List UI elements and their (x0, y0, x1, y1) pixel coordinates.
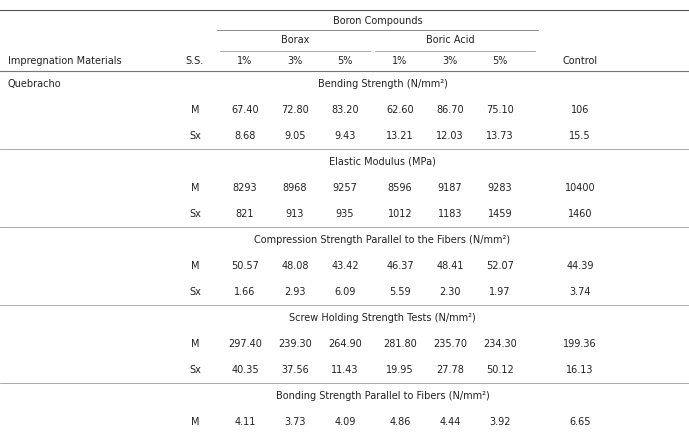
Text: 8293: 8293 (233, 183, 257, 193)
Text: 67.40: 67.40 (232, 105, 259, 115)
Text: 1.66: 1.66 (234, 287, 256, 297)
Text: 913: 913 (286, 209, 304, 219)
Text: Screw Holding Strength Tests (N/mm²): Screw Holding Strength Tests (N/mm²) (289, 313, 476, 323)
Text: 48.41: 48.41 (436, 261, 464, 271)
Text: 4.86: 4.86 (389, 417, 411, 427)
Text: 4.44: 4.44 (440, 417, 461, 427)
Text: 1459: 1459 (488, 209, 513, 219)
Text: 48.08: 48.08 (281, 261, 309, 271)
Text: 1%: 1% (392, 56, 408, 66)
Text: Boron Compounds: Boron Compounds (333, 16, 422, 26)
Text: 11.43: 11.43 (331, 365, 359, 375)
Text: 4.09: 4.09 (334, 417, 356, 427)
Text: 3.74: 3.74 (569, 287, 590, 297)
Text: 9.05: 9.05 (285, 131, 306, 141)
Text: 2.93: 2.93 (285, 287, 306, 297)
Text: 8968: 8968 (282, 183, 307, 193)
Text: M: M (191, 105, 199, 115)
Text: 264.90: 264.90 (328, 339, 362, 349)
Text: 44.39: 44.39 (566, 261, 594, 271)
Text: 935: 935 (336, 209, 354, 219)
Text: 6.09: 6.09 (334, 287, 356, 297)
Text: 43.42: 43.42 (331, 261, 359, 271)
Text: M: M (191, 183, 199, 193)
Text: Sx: Sx (189, 209, 201, 219)
Text: S.S.: S.S. (186, 56, 204, 66)
Text: 46.37: 46.37 (387, 261, 414, 271)
Text: 9257: 9257 (333, 183, 358, 193)
Text: 9283: 9283 (488, 183, 513, 193)
Text: M: M (191, 261, 199, 271)
Text: 10400: 10400 (565, 183, 595, 193)
Text: Sx: Sx (189, 131, 201, 141)
Text: 13.73: 13.73 (486, 131, 514, 141)
Text: Control: Control (562, 56, 597, 66)
Text: 5.59: 5.59 (389, 287, 411, 297)
Text: 1460: 1460 (568, 209, 593, 219)
Text: 86.70: 86.70 (436, 105, 464, 115)
Text: 62.60: 62.60 (387, 105, 414, 115)
Text: 3%: 3% (442, 56, 457, 66)
Text: 281.80: 281.80 (383, 339, 417, 349)
Text: 234.30: 234.30 (483, 339, 517, 349)
Text: Bonding Strength Parallel to Fibers (N/mm²): Bonding Strength Parallel to Fibers (N/m… (276, 391, 489, 401)
Text: 1%: 1% (238, 56, 253, 66)
Text: Boric Acid: Boric Acid (426, 35, 474, 45)
Text: 9.43: 9.43 (334, 131, 356, 141)
Text: 50.12: 50.12 (486, 365, 514, 375)
Text: Sx: Sx (189, 287, 201, 297)
Text: 19.95: 19.95 (387, 365, 414, 375)
Text: 50.57: 50.57 (231, 261, 259, 271)
Text: 3.73: 3.73 (285, 417, 306, 427)
Text: 106: 106 (570, 105, 589, 115)
Text: M: M (191, 417, 199, 427)
Text: 16.13: 16.13 (566, 365, 594, 375)
Text: Sx: Sx (189, 365, 201, 375)
Text: 83.20: 83.20 (331, 105, 359, 115)
Text: Quebracho: Quebracho (8, 79, 61, 89)
Text: 37.56: 37.56 (281, 365, 309, 375)
Text: 239.30: 239.30 (278, 339, 312, 349)
Text: M: M (191, 339, 199, 349)
Text: Compression Strength Parallel to the Fibers (N/mm²): Compression Strength Parallel to the Fib… (254, 235, 511, 245)
Text: Borax: Borax (281, 35, 309, 45)
Text: 40.35: 40.35 (232, 365, 259, 375)
Text: 72.80: 72.80 (281, 105, 309, 115)
Text: 8.68: 8.68 (234, 131, 256, 141)
Text: 6.65: 6.65 (569, 417, 590, 427)
Text: 27.78: 27.78 (436, 365, 464, 375)
Text: 297.40: 297.40 (228, 339, 262, 349)
Text: 8596: 8596 (388, 183, 412, 193)
Text: Impregnation Materials: Impregnation Materials (8, 56, 122, 66)
Text: 3%: 3% (287, 56, 302, 66)
Text: 4.11: 4.11 (234, 417, 256, 427)
Text: 5%: 5% (338, 56, 353, 66)
Text: 9187: 9187 (438, 183, 462, 193)
Text: 1.97: 1.97 (489, 287, 511, 297)
Text: 13.21: 13.21 (387, 131, 414, 141)
Text: 235.70: 235.70 (433, 339, 467, 349)
Text: Elastic Modulus (MPa): Elastic Modulus (MPa) (329, 157, 436, 167)
Text: 1183: 1183 (438, 209, 462, 219)
Text: 15.5: 15.5 (569, 131, 590, 141)
Text: 2.30: 2.30 (440, 287, 461, 297)
Text: 821: 821 (236, 209, 254, 219)
Text: 5%: 5% (493, 56, 508, 66)
Text: 199.36: 199.36 (563, 339, 597, 349)
Text: 3.92: 3.92 (489, 417, 511, 427)
Text: Bending Strength (N/mm²): Bending Strength (N/mm²) (318, 79, 447, 89)
Text: 1012: 1012 (388, 209, 412, 219)
Text: 75.10: 75.10 (486, 105, 514, 115)
Text: 12.03: 12.03 (436, 131, 464, 141)
Text: 52.07: 52.07 (486, 261, 514, 271)
